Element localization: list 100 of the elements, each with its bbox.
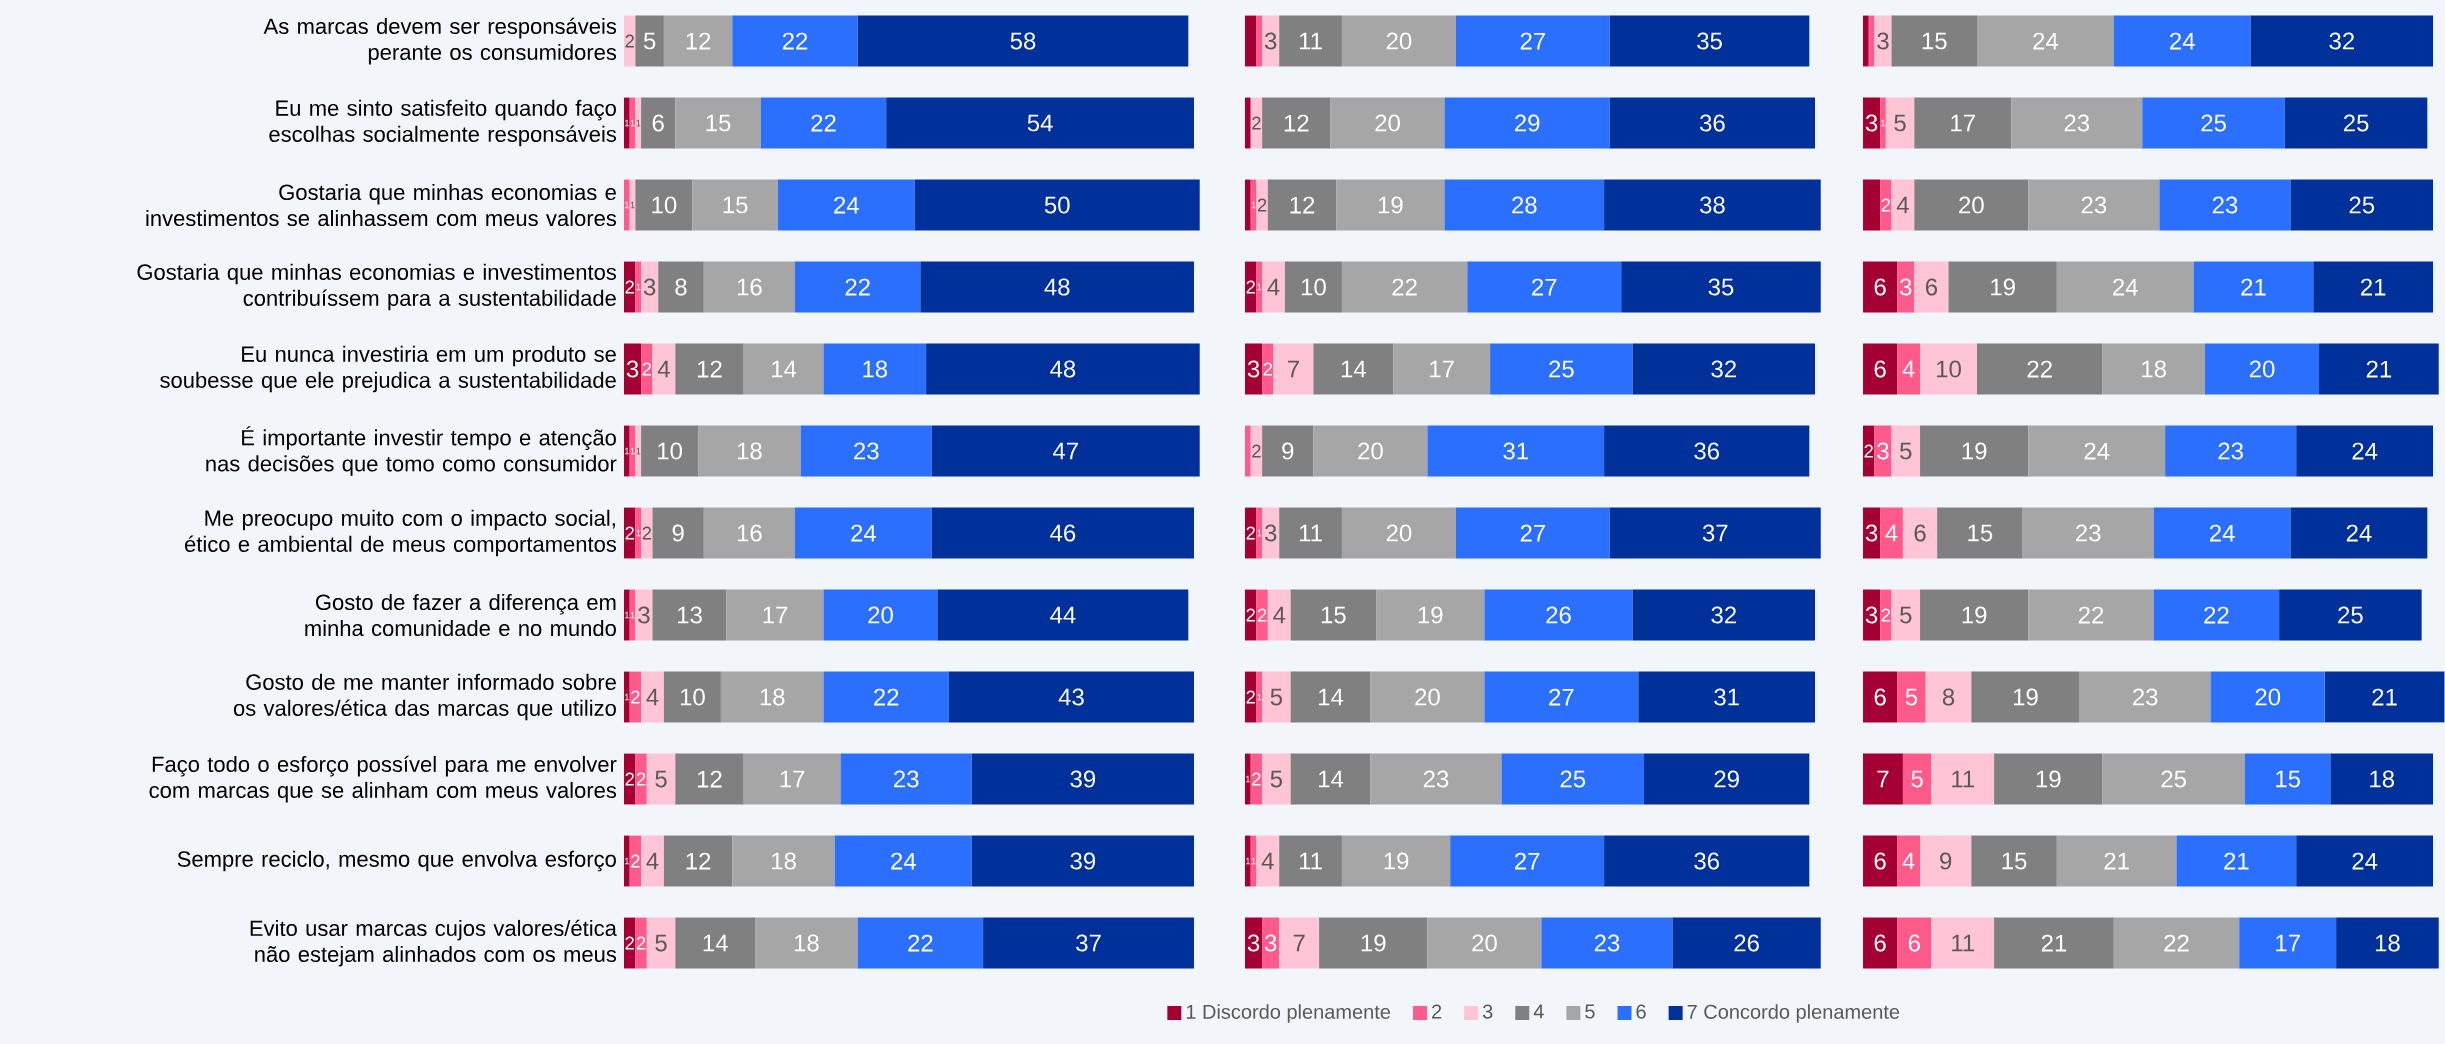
bar: [2205, 343, 2320, 395]
bar: [2319, 343, 2439, 395]
bar: [1609, 15, 1810, 67]
data-label: 26: [1546, 606, 1571, 624]
bar: [1977, 15, 2114, 67]
data-label: 15: [2276, 770, 2300, 788]
data-label: 48: [1050, 360, 1076, 378]
data-label: 2: [1881, 608, 1891, 622]
bar: [675, 917, 756, 969]
data-label: 2: [1252, 116, 1261, 130]
y-tick-label: Me preocupo muito com o impacto social, ético e ambiental de meus comportamentos: [184, 509, 617, 557]
bar: [1977, 343, 2103, 395]
bar: [1632, 343, 1816, 395]
bar: [2313, 261, 2434, 313]
data-label: 10: [652, 196, 677, 214]
bar: [1541, 917, 1673, 969]
bar: [1376, 589, 1485, 641]
data-label: 22: [2078, 606, 2104, 624]
bar: [1897, 261, 1915, 313]
data-label: 4: [646, 688, 659, 706]
bar: [624, 835, 630, 887]
bar: [1262, 507, 1280, 559]
y-tick-label: Sempre reciclo, mesmo que envolva esforço: [177, 850, 616, 872]
bar: [886, 97, 1195, 149]
data-label: 20: [1386, 32, 1412, 50]
data-label: 23: [1594, 934, 1620, 952]
bar: [2028, 589, 2154, 641]
bar: [823, 671, 949, 723]
y-tick-label: Gostaria que minhas economias e investimentos se alinhassem com meus valores: [146, 183, 617, 227]
bar: [1880, 589, 1892, 641]
bar: [1262, 917, 1280, 969]
data-label: 11: [1952, 770, 1975, 788]
bar: [1902, 507, 1938, 559]
data-label: 37: [1702, 524, 1728, 542]
data-label: 1: [624, 119, 629, 127]
data-label: 25: [2338, 606, 2363, 624]
bar: [1262, 671, 1291, 723]
bar: [698, 425, 801, 477]
data-label: 7: [1288, 360, 1299, 378]
bar: [1501, 753, 1645, 805]
data-label: 5: [1900, 606, 1912, 624]
data-label: 3: [1264, 32, 1277, 50]
y-tick-label: Eu me sinto satisfeito quando faço escolhas socialmente responsáveis: [269, 99, 617, 147]
bar: [2336, 917, 2439, 969]
bar: [2113, 917, 2240, 969]
data-label: 2: [1252, 444, 1261, 458]
bar: [1455, 507, 1610, 559]
data-label: 36: [1694, 852, 1720, 870]
data-label: 21: [2224, 852, 2249, 870]
bar: [1885, 97, 1915, 149]
data-label: 3: [1865, 524, 1878, 542]
data-label: 1: [1251, 857, 1256, 865]
legend-label: 2: [1432, 1004, 1442, 1019]
legend-label: 4: [1533, 1004, 1544, 1019]
bar: [658, 261, 704, 313]
data-label: 1: [624, 447, 629, 455]
data-label: 3: [1264, 524, 1277, 542]
bar: [1256, 589, 1268, 641]
bar: [641, 835, 664, 887]
data-label: 12: [1290, 196, 1315, 214]
data-label: 5: [1270, 688, 1283, 706]
data-label: 6: [1908, 934, 1920, 952]
data-label: 6: [652, 114, 664, 132]
bar: [1920, 343, 1978, 395]
data-label: 5: [655, 770, 667, 788]
bar: [635, 179, 693, 231]
data-label: 27: [1532, 278, 1557, 296]
data-label: 22: [2164, 934, 2189, 952]
data-label: 25: [2161, 770, 2186, 788]
data-label: 5: [1911, 770, 1923, 788]
bar: [1245, 343, 1263, 395]
bar: [1450, 835, 1605, 887]
data-label: 2: [1864, 444, 1873, 458]
bar: [663, 835, 733, 887]
data-label: 23: [2133, 688, 2158, 706]
bar: [795, 507, 932, 559]
data-label: 32: [2329, 32, 2354, 50]
bar: [624, 671, 630, 723]
data-label: 9: [672, 524, 684, 542]
bar: [777, 179, 915, 231]
bar: [1604, 835, 1810, 887]
bar: [2244, 753, 2331, 805]
bar: [1880, 179, 1892, 231]
bar: [920, 261, 1195, 313]
bar: [1245, 753, 1251, 805]
data-label: 2: [642, 526, 651, 540]
bar: [635, 753, 647, 805]
bar: [675, 343, 744, 395]
data-label: 5: [1900, 442, 1912, 460]
data-label: 24: [2033, 32, 2059, 50]
bar: [1925, 671, 1972, 723]
bar: [641, 261, 659, 313]
data-label: 24: [2209, 524, 2235, 542]
data-label: 6: [1874, 852, 1886, 870]
data-label: 3: [1865, 606, 1878, 624]
data-label: 1: [630, 201, 635, 209]
bar: [1290, 753, 1371, 805]
bar: [1370, 671, 1485, 723]
data-label: 19: [1991, 278, 2015, 296]
bar: [2296, 425, 2434, 477]
